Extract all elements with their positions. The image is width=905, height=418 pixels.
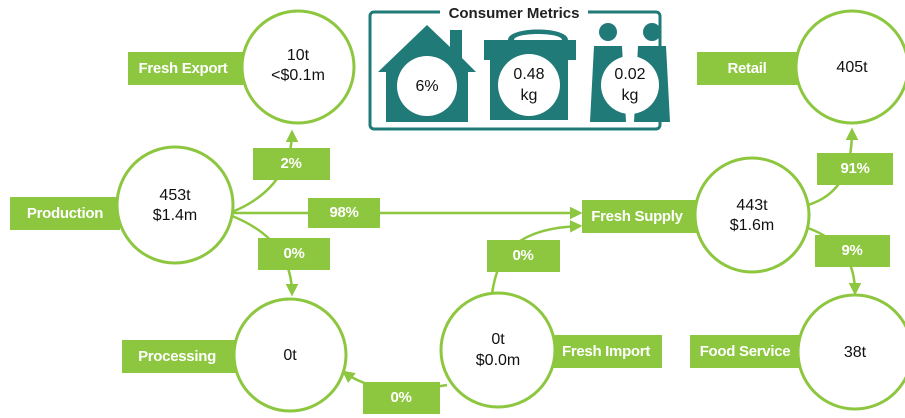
node-value: 405t <box>836 59 868 76</box>
node-circle <box>115 145 235 265</box>
icon-circle <box>498 54 560 116</box>
label-box <box>582 200 697 233</box>
flow-label: 0% <box>512 247 533 264</box>
node-circle <box>240 9 356 125</box>
metric-value: 6% <box>415 78 438 95</box>
label-box <box>128 52 243 85</box>
arrow <box>231 129 299 214</box>
flow-box <box>487 240 560 272</box>
title-backdrop <box>440 4 588 22</box>
node-label: Processing <box>138 348 216 365</box>
consumer-metrics: Consumer Metrics 6% 0.48 kg 0.02 kg <box>368 4 670 131</box>
flow-labels: 2% 98% 0% 0% 0% 91% 9% <box>253 148 893 414</box>
nodes: 453t $1.4m 10t <$0.1m 0t 0t $0.0m 443t $… <box>115 9 905 413</box>
node-circle <box>794 9 905 125</box>
flow-label: 98% <box>329 204 358 221</box>
icon-circle <box>397 56 457 116</box>
metric-value: kg <box>521 87 538 104</box>
metric-value: 0.48 <box>513 66 544 83</box>
node-value: 38t <box>844 344 867 361</box>
node-label: Fresh Import <box>562 343 650 360</box>
metric-value: kg <box>622 87 639 104</box>
metric-value: 0.02 <box>614 66 645 83</box>
node-label: Production <box>27 205 103 222</box>
node-label: Retail <box>727 60 766 77</box>
flow-box <box>253 148 330 180</box>
node-value: 0t <box>283 347 297 364</box>
flow-label: 91% <box>840 160 869 177</box>
flow-label: 2% <box>280 155 301 172</box>
flow-label: 0% <box>390 389 411 406</box>
flow-label: 9% <box>841 242 862 259</box>
label-box <box>122 340 237 373</box>
node-circle <box>796 293 905 411</box>
metrics-title: Consumer Metrics <box>449 5 580 22</box>
node-label: Food Service <box>700 343 791 360</box>
flow-label: 0% <box>283 245 304 262</box>
flow-box <box>363 382 440 414</box>
node-circle <box>439 291 557 409</box>
node-value: $1.4m <box>153 207 197 224</box>
flow-box <box>258 238 330 270</box>
node-circle <box>232 297 348 413</box>
node-value: 443t <box>736 197 768 214</box>
flow-box <box>817 153 893 185</box>
node-value: $1.6m <box>730 217 774 234</box>
label-box <box>550 335 662 368</box>
node-value: 10t <box>287 47 310 64</box>
node-value: 0t <box>491 331 505 348</box>
node-value: $0.0m <box>476 352 520 369</box>
node-labels: Production Fresh Export Processing Fresh… <box>10 52 807 373</box>
label-box <box>697 52 807 85</box>
node-value: 453t <box>159 187 191 204</box>
label-box <box>690 335 802 368</box>
flow-box <box>308 198 380 228</box>
label-box <box>10 197 120 230</box>
node-circle <box>693 156 811 274</box>
node-label: Fresh Export <box>139 60 228 77</box>
node-label: Fresh Supply <box>591 208 683 225</box>
icon-circle <box>601 56 659 114</box>
node-value: <$0.1m <box>271 67 325 84</box>
flow-box <box>815 235 890 267</box>
